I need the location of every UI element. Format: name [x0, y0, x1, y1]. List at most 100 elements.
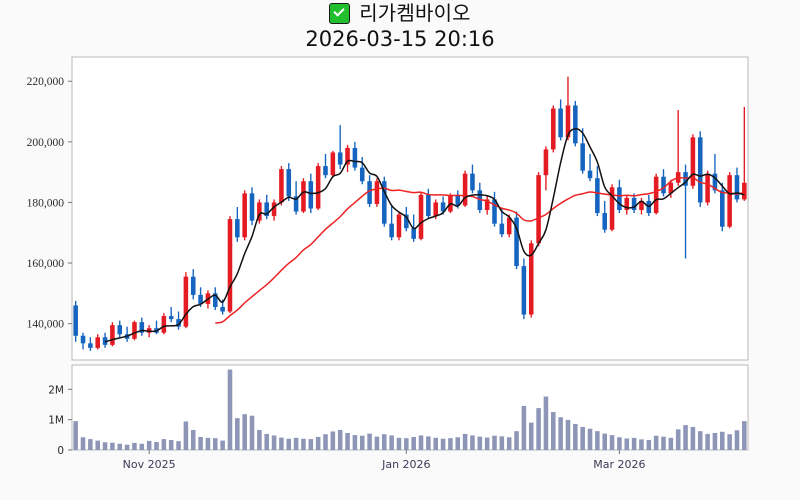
- volume-bar: [690, 426, 696, 450]
- volume-bar: [675, 429, 681, 450]
- price-tick-label: 160,000: [27, 258, 65, 270]
- volume-bar: [455, 437, 461, 450]
- candlestick: [543, 146, 549, 191]
- volume-bar: [73, 421, 78, 450]
- volume-bar: [190, 429, 196, 450]
- volume-bar: [382, 434, 387, 450]
- candlestick: [609, 184, 615, 232]
- volume-bar: [624, 438, 630, 450]
- candlestick: [462, 170, 468, 207]
- candlestick: [558, 99, 563, 141]
- volume-bar: [161, 439, 167, 450]
- candlestick: [506, 214, 512, 238]
- candlestick: [661, 169, 666, 197]
- candlestick: [330, 150, 336, 177]
- volume-bar: [580, 426, 585, 450]
- volume-bar: [404, 438, 409, 450]
- volume-bar: [411, 436, 416, 450]
- candlestick: [492, 191, 497, 227]
- volume-bar: [573, 423, 578, 450]
- volume-bar: [734, 430, 740, 450]
- volume-bar: [213, 438, 218, 450]
- candlestick: [235, 206, 240, 242]
- x-tick-label: Jan 2026: [381, 458, 430, 471]
- volume-bar: [528, 422, 534, 450]
- candlestick: [352, 141, 358, 171]
- volume-bar: [418, 435, 424, 450]
- volume-bar: [315, 436, 321, 450]
- candlestick: [374, 178, 380, 207]
- candlestick: [712, 153, 718, 194]
- volume-panel: 0 1M 2M Nov 2025 Jan 2026 Mar 2026: [48, 364, 749, 471]
- volume-bar: [426, 436, 431, 450]
- candlestick: [227, 216, 233, 314]
- volume-bar: [308, 439, 314, 450]
- volume-tick-label: 0: [57, 445, 64, 457]
- volume-bar: [359, 435, 365, 450]
- candlestick: [249, 187, 255, 226]
- candlestick: [176, 311, 181, 330]
- volume-bar: [227, 369, 233, 450]
- candlestick: [168, 306, 174, 323]
- volume-bar: [440, 438, 446, 450]
- volume-bar: [257, 429, 262, 450]
- candlestick: [271, 199, 277, 221]
- candlestick: [720, 182, 725, 232]
- candlestick: [257, 199, 262, 224]
- candlestick: [602, 200, 607, 233]
- volume-bar: [220, 440, 225, 450]
- volume-bar: [367, 433, 372, 450]
- volume-bar: [609, 435, 615, 450]
- volume-bar: [264, 433, 269, 450]
- candlestick: [382, 176, 387, 227]
- candlestick: [213, 287, 218, 311]
- green-check-icon: [329, 2, 351, 24]
- volume-bar: [183, 421, 189, 450]
- candlestick: [396, 211, 402, 241]
- candlestick: [668, 179, 674, 198]
- volume-bar: [242, 414, 247, 450]
- volume-bar: [543, 396, 549, 450]
- candlestick: [551, 105, 556, 153]
- candlestick: [279, 166, 284, 206]
- volume-bar: [80, 437, 86, 450]
- candlestick: [315, 163, 321, 211]
- price-tick-label: 180,000: [27, 197, 65, 209]
- candlestick: [440, 196, 446, 215]
- candlestick: [470, 164, 475, 194]
- candlestick: [110, 322, 115, 347]
- volume-bar: [720, 431, 725, 450]
- volume-tick-label: 1M: [48, 415, 64, 427]
- candlestick: [190, 269, 196, 300]
- volume-bar: [551, 412, 556, 450]
- candlestick: [727, 172, 732, 229]
- candlestick: [161, 313, 167, 335]
- volume-bar: [88, 439, 93, 450]
- volume-bar: [639, 439, 644, 450]
- candlestick: [73, 300, 78, 342]
- volume-bar: [595, 431, 600, 450]
- candlestick: [337, 125, 343, 170]
- price-tick-label: 140,000: [27, 319, 65, 331]
- candlestick: [301, 178, 306, 214]
- volume-bar: [705, 433, 710, 450]
- volume-bar: [198, 436, 203, 450]
- candlestick: [742, 106, 747, 201]
- candlestick: [573, 100, 578, 147]
- timestamp-label: 2026-03-15 20:16: [305, 27, 495, 51]
- candlestick: [565, 76, 571, 141]
- volume-bar: [646, 439, 652, 450]
- page-title: 리가켐바이오: [359, 1, 471, 25]
- candlestick: [734, 167, 740, 203]
- candlestick: [484, 196, 490, 215]
- candlestick: [418, 191, 424, 241]
- candlestick: [705, 170, 710, 206]
- candlestick: [697, 131, 703, 207]
- volume-bar: [337, 429, 343, 450]
- candlestick: [80, 332, 86, 350]
- candlestick: [624, 194, 630, 215]
- price-y-axis: 220,000 200,000 180,000 160,000 140,000: [27, 76, 72, 331]
- volume-bar: [499, 436, 505, 450]
- volume-bar: [484, 437, 490, 450]
